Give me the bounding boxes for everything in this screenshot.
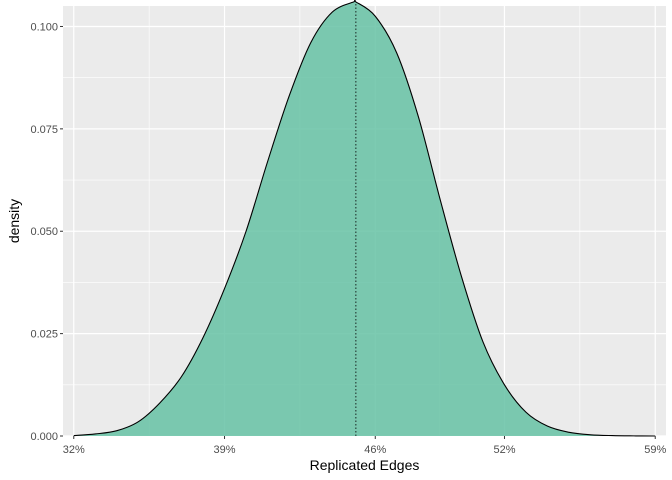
density-area	[73, 0, 656, 437]
y-tick-label: 0.000	[30, 431, 58, 443]
x-tick-label: 46%	[364, 444, 386, 456]
y-tick-label: 0.025	[30, 329, 58, 341]
density-outline	[73, 0, 656, 437]
y-axis: 0.000 0.025 0.050 0.075 0.100	[30, 21, 63, 443]
density-fill	[73, 0, 656, 436]
y-axis-title: density	[6, 199, 22, 243]
x-tick-label: 59%	[644, 444, 666, 456]
y-tick-label: 0.050	[30, 226, 58, 238]
x-tick-label: 32%	[63, 444, 85, 456]
x-tick-label: 39%	[214, 444, 236, 456]
x-axis-title: Replicated Edges	[310, 457, 420, 473]
x-tick-label: 52%	[493, 444, 515, 456]
y-tick-label: 0.075	[30, 124, 58, 136]
x-axis: 32% 39% 46% 52% 59%	[63, 436, 666, 456]
y-tick-label: 0.100	[30, 21, 58, 33]
